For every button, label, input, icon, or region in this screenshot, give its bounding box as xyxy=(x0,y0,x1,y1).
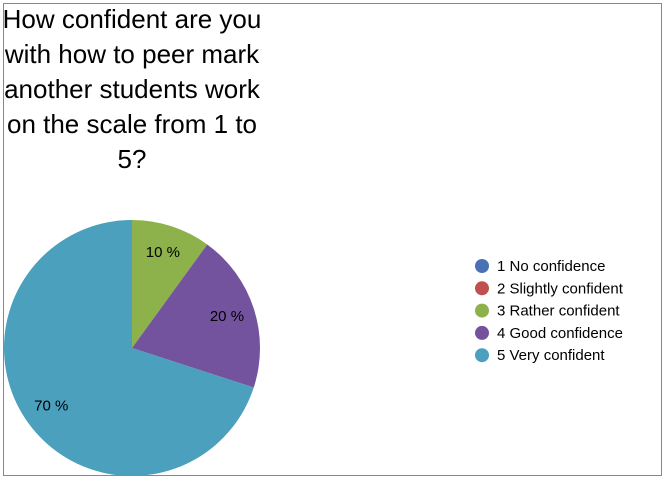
data-label: 70 % xyxy=(34,398,68,415)
pie-slice xyxy=(132,220,208,348)
legend-marker xyxy=(475,348,489,363)
legend-label: 4 Good confidence xyxy=(497,325,623,342)
data-label: 10 % xyxy=(146,244,180,261)
legend-label: 1 No confidence xyxy=(497,258,605,275)
legend-label: 3 Rather confident xyxy=(497,303,620,320)
data-label: 20 % xyxy=(210,308,244,325)
legend-label: 5 Very confident xyxy=(497,347,605,364)
chart-title: How confident are you with how to peer m… xyxy=(2,4,262,174)
chart-frame xyxy=(3,3,662,476)
pie-slice xyxy=(4,220,254,476)
legend-marker xyxy=(475,259,489,273)
legend-marker xyxy=(475,303,489,318)
legend-marker xyxy=(475,325,489,340)
pie-slice xyxy=(132,244,260,388)
legend-label: 2 Slightly confident xyxy=(497,280,624,297)
legend-marker xyxy=(475,281,489,296)
